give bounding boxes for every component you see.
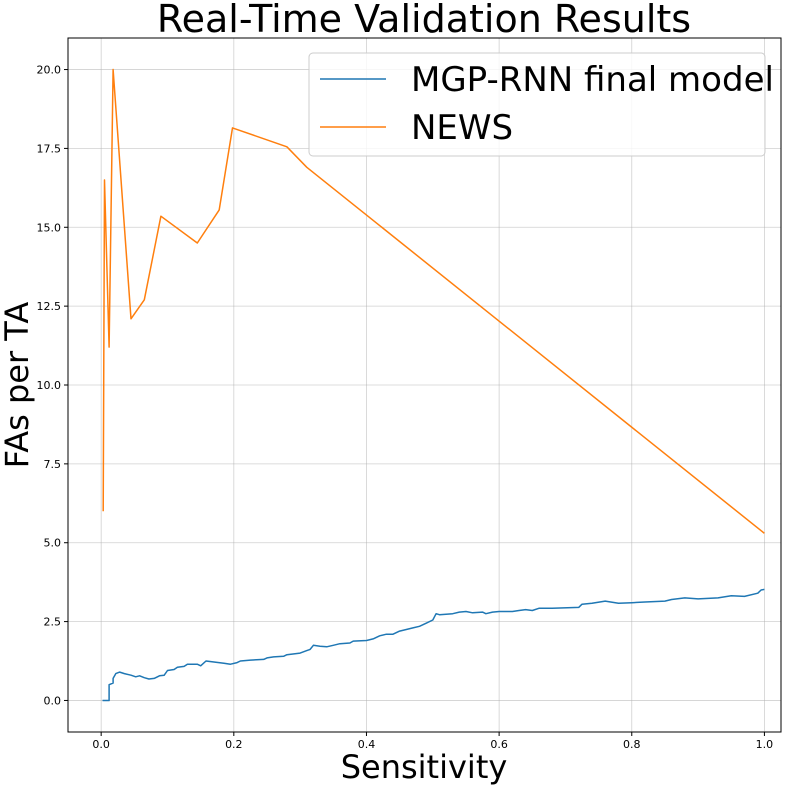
y-tick-label: 5.0 (44, 537, 62, 550)
x-axis: 0.0 0.2 0.4 0.6 0.8 1.0 (92, 732, 773, 751)
x-tick-label: 0.8 (623, 738, 641, 751)
x-tick-label: 0.2 (225, 738, 243, 751)
series-lines (102, 68, 765, 702)
y-tick-label: 0.0 (44, 694, 62, 707)
x-tick-label: 0.6 (490, 738, 508, 751)
legend-label-news: NEWS (411, 108, 513, 148)
legend-label-mgp-rnn: MGP-RNN final model (411, 60, 774, 100)
y-tick-label: 20.0 (37, 64, 62, 77)
y-axis-label: FAs per TA (0, 302, 36, 469)
y-tick-label: 7.5 (44, 458, 62, 471)
x-axis-label: Sensitivity (341, 748, 508, 786)
y-tick-label: 10.0 (37, 379, 62, 392)
series-line-news (102, 68, 765, 534)
x-tick-label: 0.4 (358, 738, 376, 751)
y-axis: 0.0 2.5 5.0 7.5 10.0 12.5 15.0 17.5 20.0 (37, 64, 68, 707)
x-tick-label: 0.0 (92, 738, 110, 751)
legend: MGP-RNN final model NEWS (308, 52, 774, 157)
y-tick-label: 2.5 (44, 616, 62, 629)
series-line-mgp-rnn (102, 588, 765, 702)
legend-box (308, 52, 766, 157)
y-tick-label: 12.5 (37, 300, 62, 313)
y-tick-label: 17.5 (37, 142, 62, 155)
x-tick-label: 1.0 (756, 738, 774, 751)
chart-title: Real-Time Validation Results (157, 0, 691, 41)
y-tick-label: 15.0 (37, 221, 62, 234)
